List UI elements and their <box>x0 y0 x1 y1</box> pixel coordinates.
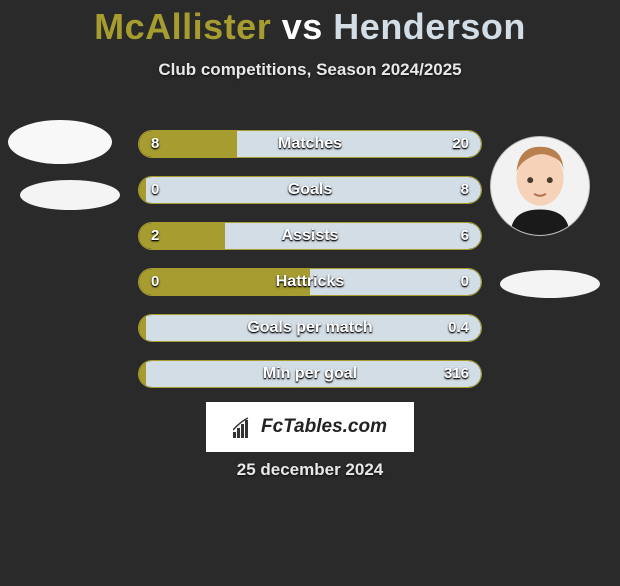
player1-avatar-shape-1 <box>8 120 112 164</box>
stat-bar: 316Min per goal <box>138 360 482 388</box>
stat-bars: 820Matches 08Goals 26Assists 00Hattricks 0.4… <box>138 130 482 406</box>
stat-bar: 08Goals <box>138 176 482 204</box>
player1-avatar-shape-2 <box>20 180 120 210</box>
stat-label: Goals <box>139 177 481 203</box>
stat-label: Assists <box>139 223 481 249</box>
subtitle: Club competitions, Season 2024/2025 <box>0 60 620 80</box>
stat-bar: 00Hattricks <box>138 268 482 296</box>
stat-label: Matches <box>139 131 481 157</box>
stat-bar: 820Matches <box>138 130 482 158</box>
source-text: FcTables.com <box>261 416 387 438</box>
source-badge: FcTables.com <box>206 402 414 452</box>
player2-avatar-shape-2 <box>500 270 600 298</box>
player2-avatar <box>490 136 590 236</box>
player1-name: McAllister <box>94 6 271 47</box>
stat-label: Goals per match <box>139 315 481 341</box>
stat-label: Hattricks <box>139 269 481 295</box>
stat-bar: 0.4Goals per match <box>138 314 482 342</box>
stat-label: Min per goal <box>139 361 481 387</box>
player2-name: Henderson <box>333 6 526 47</box>
fctables-logo-icon <box>233 416 255 438</box>
comparison-title: McAllister vs Henderson <box>0 6 620 48</box>
vs-text: vs <box>282 6 323 47</box>
date-text: 25 december 2024 <box>0 460 620 480</box>
stat-bar: 26Assists <box>138 222 482 250</box>
